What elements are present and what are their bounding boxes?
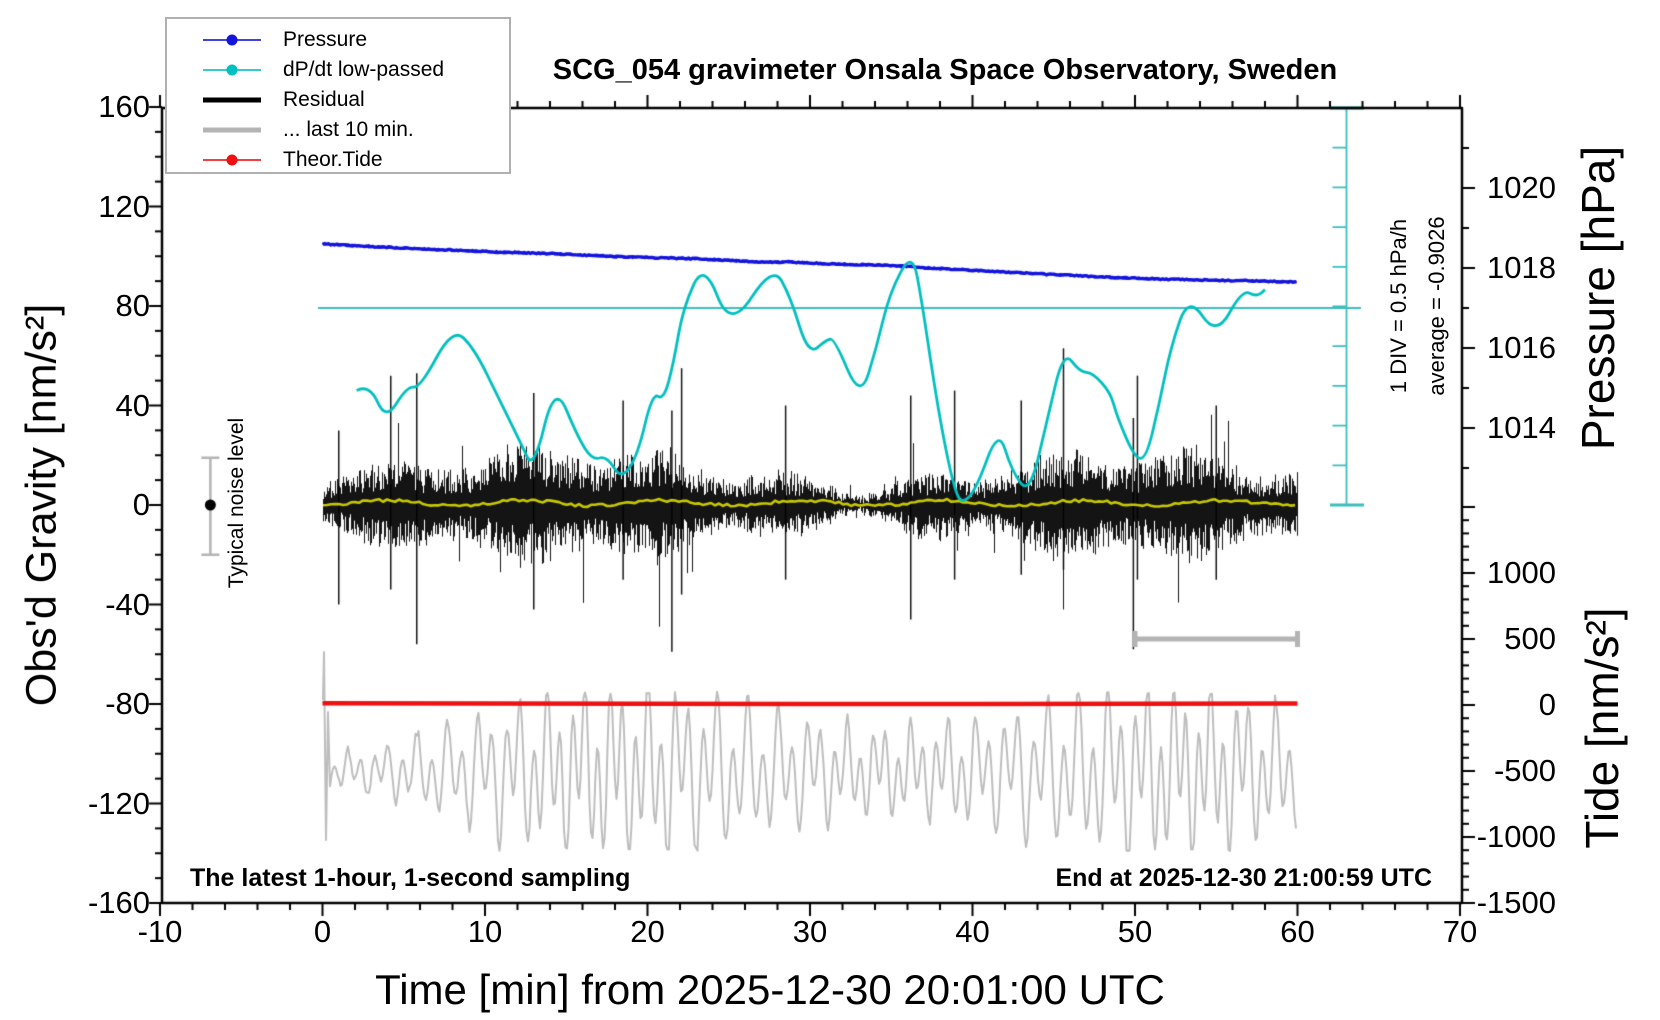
legend-sample-dot (226, 34, 238, 46)
gravity-axis-label: Obs'd Gravity [nm/s²] (17, 303, 66, 707)
gravity-tick-label: -120 (87, 785, 150, 821)
x-tick-label: 70 (1442, 914, 1478, 949)
pressure-tick-label: 1018 (1487, 250, 1556, 285)
gravity-tick-label: -40 (105, 586, 150, 622)
x-tick-label: 10 (467, 914, 503, 949)
legend-item-label: ... last 10 min. (283, 118, 414, 141)
x-tick-label: 0 (313, 914, 332, 949)
gravity-tick-label: 40 (115, 387, 150, 423)
x-axis-label: Time [min] from 2025-12-30 20:01:00 UTC (375, 966, 1165, 1013)
gravity-tick-label: -80 (105, 686, 150, 721)
x-tick-label: 40 (955, 914, 990, 949)
legend-item-theor-tide: Theor.Tide (167, 145, 509, 175)
gravity-tick-label: 80 (115, 288, 150, 323)
tide-tick-label: -1500 (1476, 885, 1556, 920)
gravity-tick-label: -160 (87, 885, 150, 920)
x-tick-label: 30 (792, 914, 828, 949)
legend-sample-dot (226, 154, 238, 166)
legend: Pressure dP/dt low-passed Residual ... last… (165, 17, 511, 174)
tide-tick-label: 0 (1538, 687, 1556, 722)
gravity-tick-label: 160 (98, 89, 150, 124)
chart-title: SCG_054 gravimeter Onsala Space Observat… (552, 54, 1338, 86)
end-time-note: End at 2025-12-30 21:00:59 UTC (1055, 864, 1432, 892)
pressure-tick-label: 1020 (1487, 170, 1556, 205)
tide-tick-label: 1000 (1487, 555, 1556, 590)
gravity-tick-label: 0 (132, 487, 150, 522)
average-value-label: average = -0.9026 (1424, 216, 1449, 396)
pressure-axis-label: Pressure [hPa] (1572, 145, 1624, 451)
tide-tick-label: -1000 (1476, 819, 1556, 854)
legend-item-label: Pressure (283, 28, 368, 51)
x-tick-label: 50 (1117, 914, 1153, 949)
gravity-tick-label: 120 (98, 188, 150, 224)
div-scale-label: 1 DIV = 0.5 hPa/h (1386, 218, 1411, 394)
tide-tick-label: -500 (1493, 753, 1556, 788)
pressure-tick-label: 1014 (1487, 410, 1556, 445)
tide-axis-label: Tide [nm/s²] (1576, 607, 1628, 849)
tide-tick-label: 500 (1504, 621, 1556, 656)
legend-item--last-10-min-: ... last 10 min. (167, 115, 509, 145)
sampling-note: The latest 1-hour, 1-second sampling (190, 864, 631, 892)
legend-item-dp-dt-low-passed: dP/dt low-passed (167, 55, 509, 85)
legend-item-pressure: Pressure (167, 25, 509, 55)
legend-sample-dot (226, 64, 238, 76)
noise-level-label: Typical noise level (225, 417, 248, 589)
pressure-tick-label: 1016 (1487, 330, 1556, 365)
x-tick-label: 20 (630, 914, 665, 949)
legend-item-residual: Residual (167, 85, 509, 115)
legend-item-label: Residual (283, 88, 365, 111)
x-tick-label: -10 (137, 914, 183, 949)
legend-item-label: dP/dt low-passed (283, 58, 445, 81)
x-tick-label: 60 (1280, 914, 1315, 949)
legend-item-label: Theor.Tide (283, 148, 383, 171)
